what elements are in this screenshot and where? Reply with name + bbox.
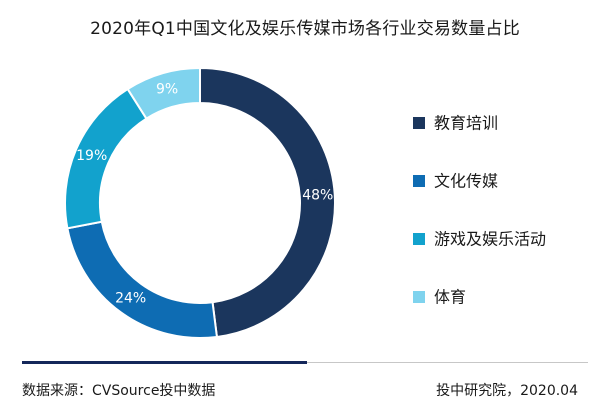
chart-title: 2020年Q1中国文化及娱乐传媒市场各行业交易数量占比	[90, 19, 520, 39]
legend-item: 游戏及娱乐活动	[413, 227, 546, 285]
donut-slice-2	[66, 220, 219, 339]
legend-label: 体育	[434, 287, 467, 307]
publisher-credit: 投中研究院，2020.04	[436, 383, 578, 399]
slice-labels: 48% 24% 19% 9%	[76, 82, 333, 307]
legend-swatch	[413, 232, 425, 245]
legend-item: 教育培训	[413, 111, 546, 169]
legend-item: 体育	[413, 285, 546, 343]
chart-legend: 教育培训文化传媒游戏及娱乐活动 体育	[413, 111, 546, 343]
legend-swatch	[413, 174, 425, 187]
slice-value-label-1: 48%	[302, 188, 333, 204]
legend-item: 文化传媒	[413, 169, 546, 227]
legend-label: 文化传媒	[434, 171, 499, 191]
legend-label: 教育培训	[434, 113, 499, 133]
donut-slice-4	[126, 66, 201, 120]
donut-slices	[64, 66, 336, 339]
donut-slice-1	[199, 66, 336, 339]
slice-value-label-3: 19%	[76, 148, 107, 164]
legend-swatch	[413, 116, 425, 129]
footer-divider-accent	[22, 361, 307, 364]
legend-swatch	[413, 290, 425, 303]
slice-value-label-4: 9%	[156, 82, 178, 98]
legend-label: 游戏及娱乐活动	[434, 229, 547, 249]
slice-value-label-2: 24%	[115, 290, 146, 306]
data-source-note: 数据来源：CVSource投中数据	[22, 383, 216, 399]
